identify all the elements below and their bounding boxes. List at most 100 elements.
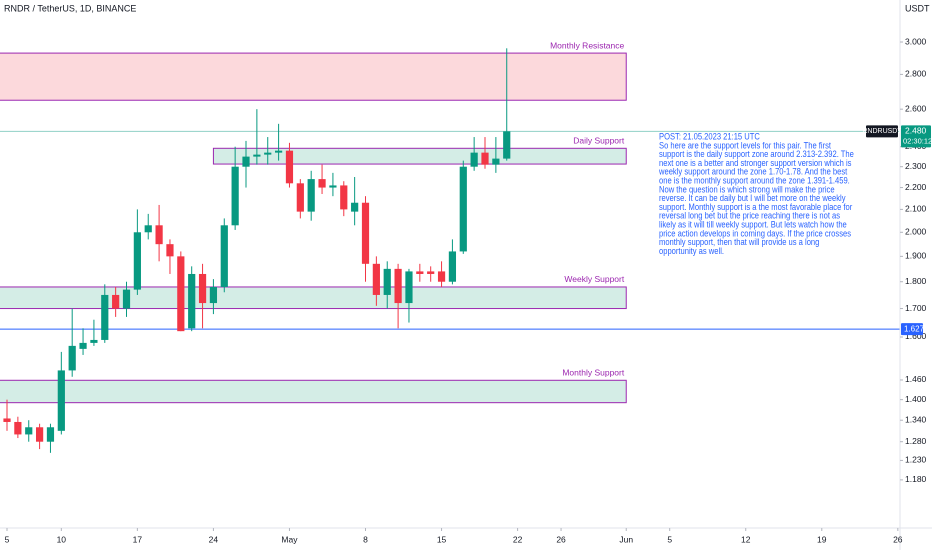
candle-body	[351, 202, 359, 212]
annotation-line: price action develops in coming days. If…	[659, 227, 851, 238]
candle-body	[198, 273, 207, 304]
annotation-line: next one is a better and stronger suppor…	[659, 157, 851, 168]
candle-body	[437, 271, 446, 282]
x-tick-label: 17	[133, 534, 143, 544]
zone-label: Weekly Support	[564, 274, 624, 284]
candle-body	[68, 345, 76, 371]
candle-body	[416, 271, 424, 274]
candle-body	[90, 339, 98, 343]
y-tick-label: 1.180	[905, 474, 927, 484]
candle-body	[394, 268, 402, 304]
annotation-line: opportunity as well.	[659, 245, 724, 256]
annotation-line: reverse. It can be daily but I will bet …	[659, 192, 846, 203]
candle-body	[318, 179, 326, 188]
candle-body	[296, 183, 304, 212]
y-tick-label: 1.900	[905, 251, 927, 261]
candle-body	[155, 225, 163, 245]
x-tick-label: 19	[817, 534, 827, 544]
zone	[0, 379, 627, 404]
candle-body	[101, 294, 109, 340]
zone	[212, 147, 627, 165]
symbol-badge-label: RNDRUSDT	[862, 128, 902, 135]
annotation-line: one is the monthly support around the zo…	[659, 175, 850, 186]
candle-body	[470, 152, 478, 167]
candle-body	[340, 185, 348, 210]
y-tick-label: 2.000	[905, 227, 927, 237]
x-tick-label: May	[281, 534, 298, 544]
candle-body	[220, 225, 228, 287]
candle-body	[383, 268, 391, 295]
candle-body	[122, 289, 131, 309]
candle-body	[25, 427, 33, 435]
candle-body	[209, 286, 218, 304]
x-tick-label: 12	[741, 534, 751, 544]
candle-body	[3, 418, 11, 422]
candle-body	[166, 244, 174, 257]
candle-body	[242, 156, 250, 167]
support-badge-label: 1.627	[904, 324, 925, 333]
y-tick-label: 3.000	[905, 36, 927, 46]
symbol-badge	[866, 125, 898, 138]
x-tick-label: 26	[556, 534, 566, 544]
x-tick-label: 8	[363, 534, 368, 544]
x-tick-label: 22	[513, 534, 523, 544]
candle-body	[448, 251, 457, 282]
annotation-line: weekly support around the zone 1.70-1.78…	[658, 166, 848, 177]
last-price-badge	[901, 125, 931, 148]
candle-body	[35, 427, 44, 442]
zone-label: Daily Support	[573, 136, 625, 146]
zone-label: Monthly Resistance	[550, 40, 624, 50]
support-badge	[901, 323, 923, 336]
candle-body	[405, 271, 413, 304]
y-tick-label: 1.340	[905, 414, 927, 424]
candle-body	[264, 152, 272, 155]
y-tick-label: 2.200	[905, 182, 927, 192]
candle-body	[372, 263, 380, 295]
y-tick-label: 2.800	[905, 69, 927, 79]
candle-body	[481, 152, 489, 165]
annotation-line: reversal long bet but the price reaching…	[659, 210, 840, 221]
candle-body	[307, 179, 315, 212]
candle-body	[427, 271, 435, 274]
annotation-line: Now the question is which strong will ma…	[659, 183, 835, 194]
candle-body	[329, 185, 337, 188]
y-tick-label: 1.460	[905, 374, 927, 384]
candle-body	[14, 421, 22, 435]
candle-body	[231, 166, 239, 226]
y-tick-label: 1.230	[905, 455, 927, 465]
candle-body	[46, 427, 55, 442]
zone-label: Monthly Support	[562, 368, 625, 378]
candle-body	[177, 256, 185, 332]
annotation-line: support. Monthly support is a the most f…	[659, 201, 852, 212]
x-tick-label: 24	[209, 534, 219, 544]
zone	[0, 52, 627, 101]
candle-body	[492, 158, 500, 165]
candle-body	[112, 294, 120, 309]
candle-body	[79, 342, 87, 349]
candle-body	[253, 154, 261, 157]
candle-body	[285, 150, 294, 184]
zone	[0, 286, 627, 310]
y-tick-label: 1.280	[905, 436, 927, 446]
y-tick-label: 2.300	[905, 161, 927, 171]
candle-body	[459, 166, 467, 252]
y-tick-label: 2.600	[905, 103, 927, 113]
x-tick-label: 5	[667, 534, 672, 544]
candle-body	[361, 202, 370, 264]
y-tick-label: 1.800	[905, 276, 927, 286]
candle-body	[144, 225, 152, 233]
currency-label: USDT	[905, 3, 930, 13]
y-tick-label: 2.100	[905, 204, 927, 214]
x-tick-label: 5	[5, 534, 10, 544]
x-tick-label: 15	[437, 534, 447, 544]
annotation-line: monthly support, then that will provide …	[659, 236, 820, 247]
x-tick-label: 26	[893, 534, 903, 544]
annotation-line: POST: 21.05.2023 21:15 UTC	[659, 131, 760, 142]
plot-area	[0, 48, 900, 453]
y-tick-label: 1.600	[905, 331, 927, 341]
annotation-line: support is the daily support zone around…	[659, 148, 854, 159]
countdown-label: 02:30:12	[903, 136, 932, 145]
candle-body	[133, 232, 141, 290]
